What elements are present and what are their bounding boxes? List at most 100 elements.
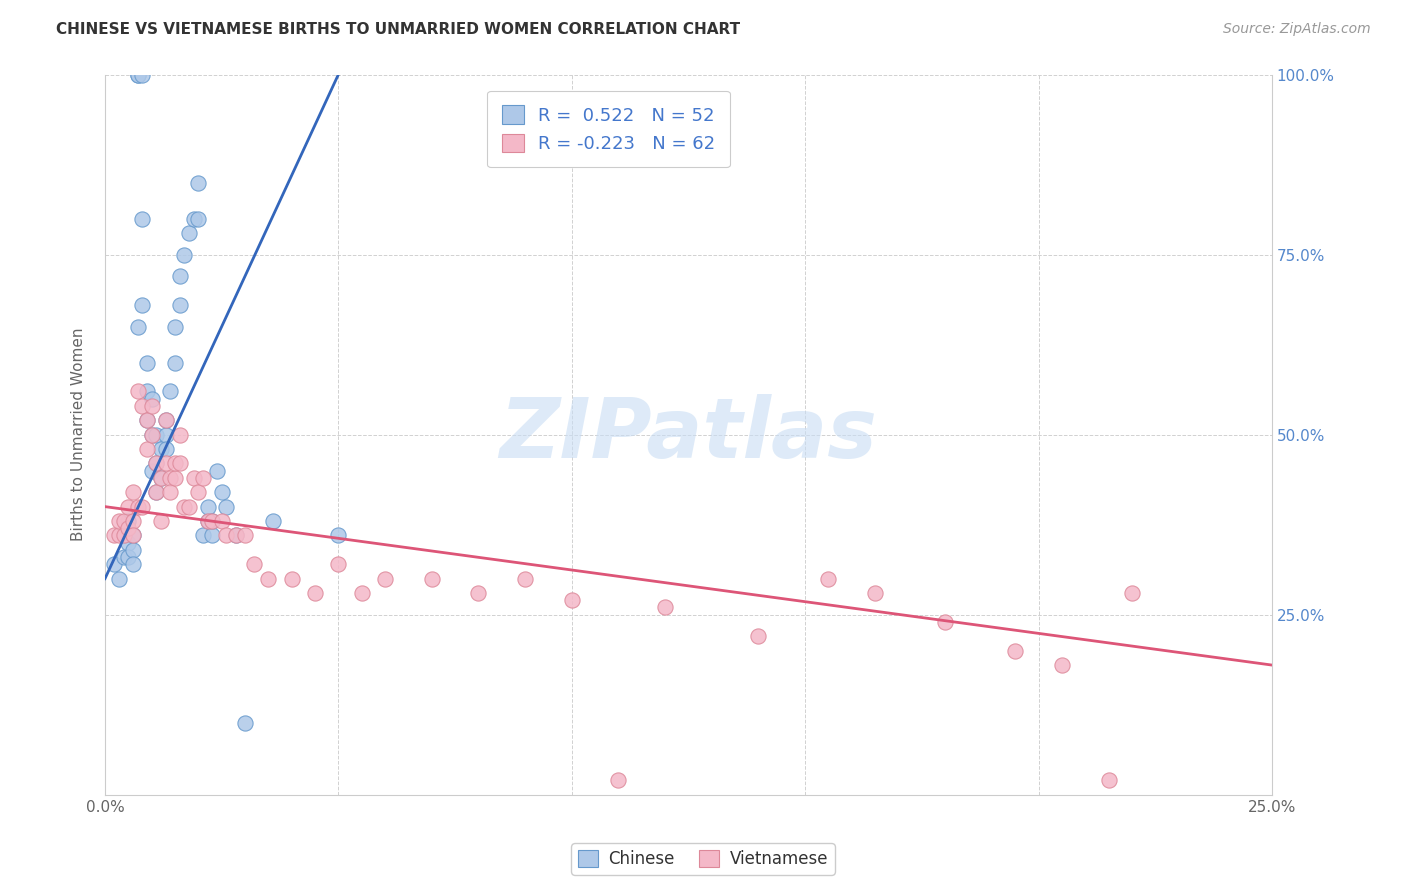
Point <box>112 528 135 542</box>
Text: CHINESE VS VIETNAMESE BIRTHS TO UNMARRIED WOMEN CORRELATION CHART: CHINESE VS VIETNAMESE BIRTHS TO UNMARRIE… <box>56 22 741 37</box>
Point <box>155 413 177 427</box>
Point <box>420 572 443 586</box>
Point <box>136 384 159 399</box>
Point <box>169 457 191 471</box>
Point <box>127 68 149 82</box>
Point <box>131 399 153 413</box>
Point <box>103 558 125 572</box>
Point <box>187 211 209 226</box>
Point <box>145 485 167 500</box>
Point <box>374 572 396 586</box>
Point <box>1004 643 1026 657</box>
Point <box>122 542 145 557</box>
Point <box>225 528 247 542</box>
Point <box>197 514 219 528</box>
Point <box>233 715 256 730</box>
Point <box>654 600 676 615</box>
Point <box>191 528 214 542</box>
Text: ZIPatlas: ZIPatlas <box>499 394 877 475</box>
Point <box>141 427 163 442</box>
Point <box>131 500 153 514</box>
Point <box>233 528 256 542</box>
Point <box>117 521 139 535</box>
Point <box>136 355 159 369</box>
Point <box>117 535 139 549</box>
Point <box>127 319 149 334</box>
Point <box>117 514 139 528</box>
Point <box>561 593 583 607</box>
Point <box>155 413 177 427</box>
Point <box>304 586 326 600</box>
Point <box>328 528 350 542</box>
Point <box>169 427 191 442</box>
Point <box>108 572 131 586</box>
Point <box>467 586 489 600</box>
Point <box>122 485 145 500</box>
Point <box>136 413 159 427</box>
Point <box>173 500 195 514</box>
Point <box>141 399 163 413</box>
Point <box>103 528 125 542</box>
Point <box>117 549 139 564</box>
Point <box>513 572 536 586</box>
Point <box>197 514 219 528</box>
Point <box>150 471 173 485</box>
Point <box>155 427 177 442</box>
Point <box>145 457 167 471</box>
Point <box>328 558 350 572</box>
Point <box>163 457 186 471</box>
Point <box>141 464 163 478</box>
Point <box>215 528 238 542</box>
Point <box>127 68 149 82</box>
Point <box>127 384 149 399</box>
Point <box>136 442 159 456</box>
Point <box>607 773 630 788</box>
Legend: Chinese, Vietnamese: Chinese, Vietnamese <box>571 843 835 875</box>
Point <box>112 514 135 528</box>
Point <box>257 572 280 586</box>
Legend: R =  0.522   N = 52, R = -0.223   N = 62: R = 0.522 N = 52, R = -0.223 N = 62 <box>488 91 730 168</box>
Point <box>280 572 302 586</box>
Point <box>163 355 186 369</box>
Point <box>215 500 238 514</box>
Point <box>159 471 181 485</box>
Point <box>131 211 153 226</box>
Point <box>141 392 163 406</box>
Point <box>141 427 163 442</box>
Point <box>173 247 195 261</box>
Point <box>108 514 131 528</box>
Point <box>817 572 839 586</box>
Point <box>225 528 247 542</box>
Point <box>187 485 209 500</box>
Point <box>243 558 266 572</box>
Point <box>145 485 167 500</box>
Point <box>1121 586 1143 600</box>
Point <box>262 514 284 528</box>
Point <box>145 457 167 471</box>
Point <box>201 528 224 542</box>
Point <box>159 384 181 399</box>
Point <box>1050 658 1073 673</box>
Point <box>350 586 373 600</box>
Point <box>187 176 209 190</box>
Point <box>131 298 153 312</box>
Point <box>169 269 191 284</box>
Point <box>211 514 233 528</box>
Point <box>112 528 135 542</box>
Point <box>122 558 145 572</box>
Point <box>145 427 167 442</box>
Point <box>150 514 173 528</box>
Point <box>108 528 131 542</box>
Point <box>117 500 139 514</box>
Point <box>159 485 181 500</box>
Point <box>122 514 145 528</box>
Point <box>155 442 177 456</box>
Point <box>183 471 205 485</box>
Point <box>155 457 177 471</box>
Point <box>201 514 224 528</box>
Point <box>127 500 149 514</box>
Point <box>211 485 233 500</box>
Text: Source: ZipAtlas.com: Source: ZipAtlas.com <box>1223 22 1371 37</box>
Point <box>205 464 228 478</box>
Point <box>122 528 145 542</box>
